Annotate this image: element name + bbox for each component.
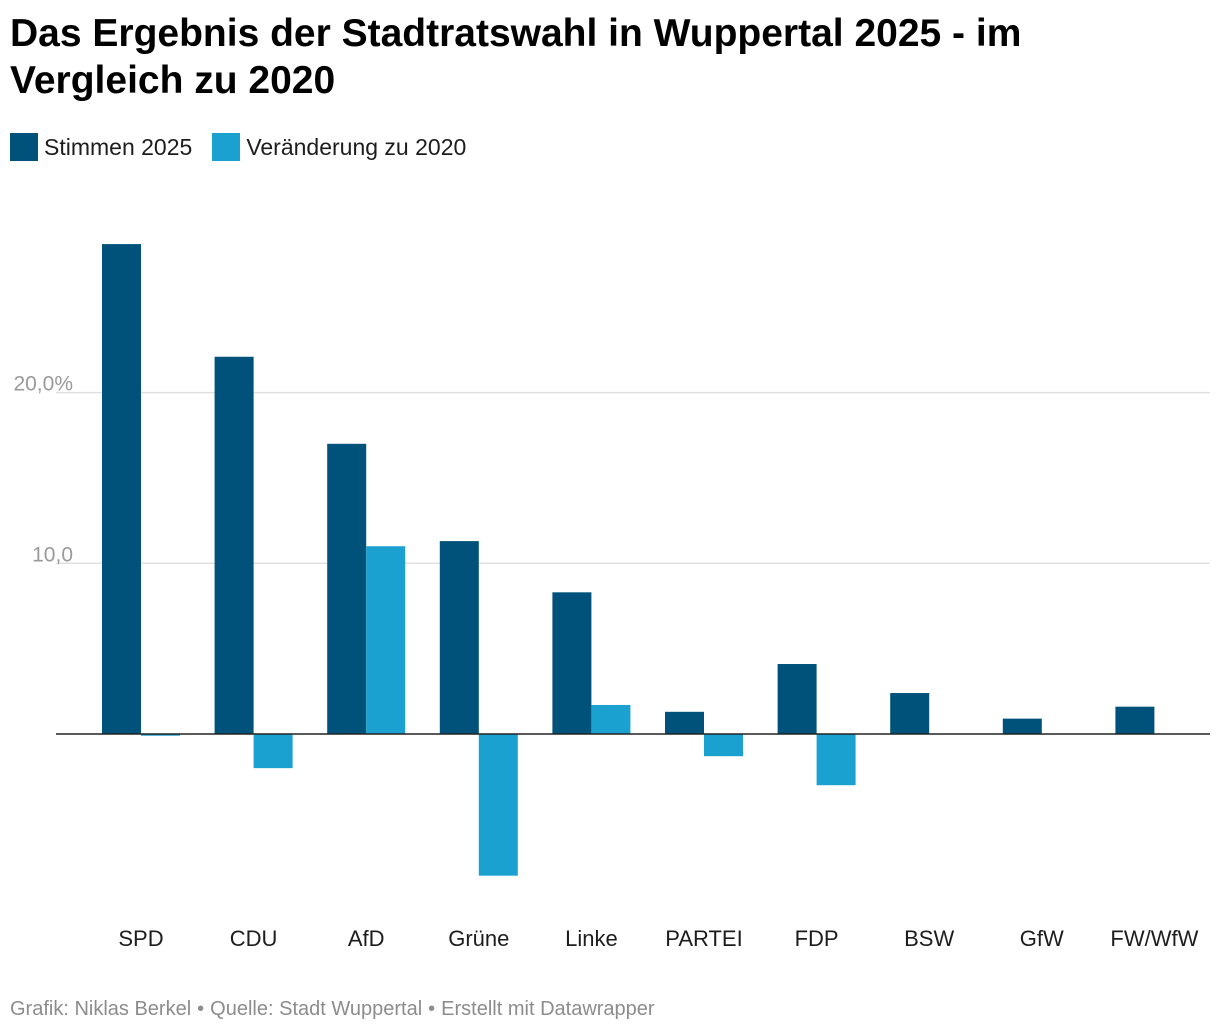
legend-swatch-veraenderung (212, 133, 241, 161)
bar-veraenderung (141, 734, 180, 736)
bars (102, 244, 1155, 876)
bar-stimmen-2025 (102, 244, 141, 734)
bar-veraenderung (253, 734, 293, 769)
legend-item-veraenderung: Veränderung zu 2020 (212, 133, 466, 161)
x-category-label: BSW (904, 926, 954, 951)
bar-veraenderung (704, 734, 743, 757)
x-category-label: CDU (230, 926, 278, 951)
bar-chart: 10,0 20,0% SPD CDU AfD Grüne Linke PARTEI FDP BS… (13, 244, 1210, 951)
x-category-label: PARTEI (665, 926, 742, 951)
bar-veraenderung (816, 734, 856, 786)
legend-label-veraenderung: Veränderung zu 2020 (246, 133, 467, 160)
x-category-label: Grüne (448, 926, 509, 951)
y-tick-label: 20,0% (13, 373, 73, 396)
footer: Grafik: Niklas Berkel • Quelle: Stadt Wupp… (10, 998, 655, 1021)
bar-stimmen-2025 (327, 443, 367, 734)
bar-stimmen-2025 (1002, 718, 1042, 734)
footer-source: Quelle: Stadt Wuppertal (210, 998, 423, 1020)
legend-label-stimmen-2025: Stimmen 2025 (44, 133, 193, 160)
x-category-label: FW/WfW (1110, 926, 1198, 951)
bar-stimmen-2025 (439, 541, 479, 734)
legend: Stimmen 2025 Veränderung zu 2020 (10, 133, 486, 161)
y-tick-label: 10,0 (32, 543, 73, 566)
legend-swatch-stimmen-2025 (10, 133, 38, 161)
bar-stimmen-2025 (214, 356, 254, 734)
x-category-label: GfW (1020, 926, 1064, 951)
bar-stimmen-2025 (552, 592, 592, 734)
footer-separator: • (428, 998, 436, 1020)
bar-veraenderung (366, 546, 406, 734)
bar-stimmen-2025 (1115, 706, 1155, 734)
chart-title: Das Ergebnis der Stadtratswahl in Wupper… (10, 12, 1022, 102)
bar-stimmen-2025 (665, 711, 704, 734)
legend-item-stimmen-2025: Stimmen 2025 (10, 133, 192, 161)
x-category-label: AfD (348, 926, 385, 951)
footer-credit: Grafik: Niklas Berkel (10, 998, 192, 1020)
bar-stimmen-2025 (890, 693, 930, 734)
x-category-label: SPD (118, 926, 163, 951)
x-category-label: Linke (565, 926, 618, 951)
bar-veraenderung (478, 734, 518, 876)
x-category-label: FDP (795, 926, 839, 951)
bar-stimmen-2025 (777, 664, 817, 734)
footer-tool: Erstellt mit Datawrapper (441, 998, 655, 1020)
category-labels: SPD CDU AfD Grüne Linke PARTEI FDP BSW GfW FW/WfW (118, 926, 1198, 951)
footer-separator: • (197, 998, 205, 1020)
bar-veraenderung (591, 704, 631, 734)
gridlines: 10,0 20,0% (13, 373, 1210, 566)
